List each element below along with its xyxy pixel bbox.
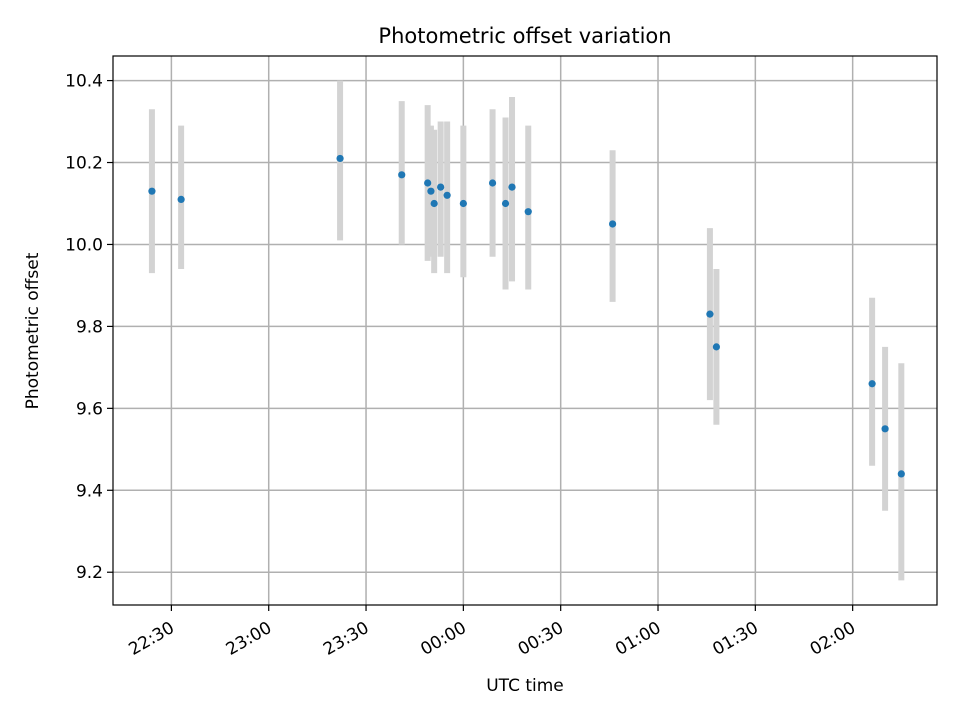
data-point [427,187,435,195]
x-tick-label: 00:00 [417,618,469,660]
data-point [706,310,714,318]
y-tick-label: 9.2 [76,563,103,583]
x-tick-label: 01:30 [709,618,761,660]
data-point [398,171,406,179]
plot-frame [112,55,938,606]
y-axis: 9.2 9.4 9.6 9.8 10.0 10.2 10.4 [65,72,113,583]
y-tick-label: 10.0 [65,235,103,255]
data-point [881,425,889,433]
y-axis-label: Photometric offset [23,252,43,409]
data-point [501,199,510,208]
data-point [177,195,185,203]
data-point [437,183,445,191]
x-tick-label: 02:00 [807,618,859,660]
data-point [424,179,432,187]
x-tick-label: 23:00 [223,618,275,660]
y-tick-label: 9.8 [76,317,103,337]
data-point [897,470,905,478]
y-tick-label: 9.6 [76,399,103,419]
data-point [524,208,532,216]
x-axis: 22:30 23:00 23:30 00:00 00:30 01:00 01:30 02:00 [125,605,859,660]
x-tick-label: 01:00 [612,618,664,660]
y-tick-label: 10.4 [65,72,103,92]
x-tick-label: 23:30 [320,618,372,660]
chart-title: Photometric offset variation [378,24,671,48]
data-point [712,343,721,351]
data-point [868,380,876,388]
data-points [148,154,905,478]
data-point [336,154,344,163]
data-point [459,199,467,208]
grid [113,56,937,605]
x-axis-label: UTC time [486,676,564,696]
y-tick-label: 10.2 [65,154,103,174]
x-tick-label: 00:30 [515,618,567,660]
error-bars [148,80,905,581]
data-point [430,199,438,208]
x-tick-label: 22:30 [125,618,177,660]
data-point [508,183,516,191]
data-point [443,191,451,199]
data-point [608,220,617,228]
data-point [488,179,497,187]
data-point [148,187,156,195]
y-tick-label: 9.4 [76,481,103,501]
